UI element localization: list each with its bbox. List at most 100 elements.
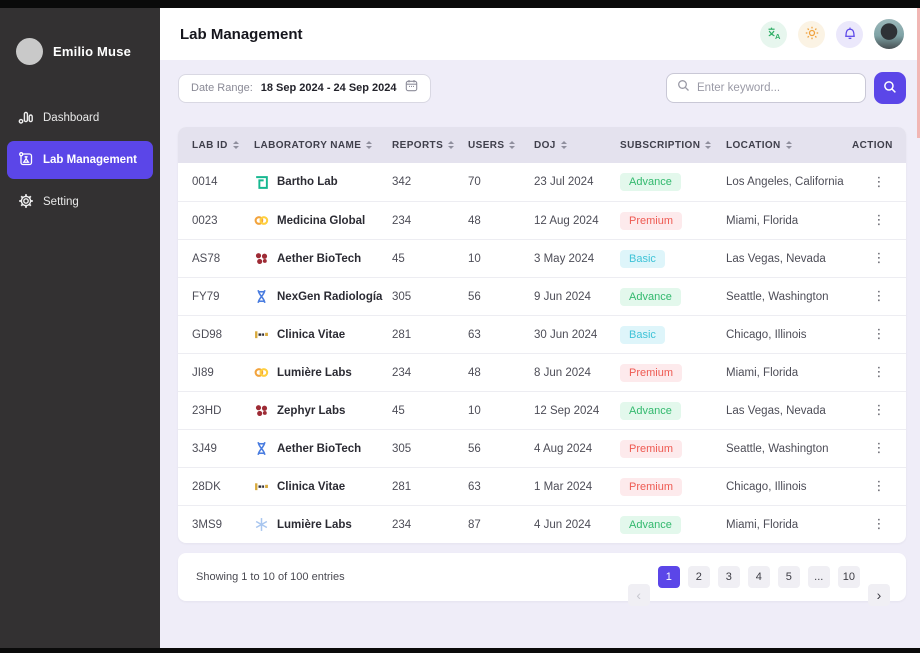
next-page-button[interactable]: › — [868, 584, 890, 606]
lab-id-cell: 0014 — [192, 176, 218, 188]
sort-icon[interactable] — [705, 141, 712, 149]
entries-summary: Showing 1 to 10 of 100 entries — [196, 571, 345, 583]
content-area: Date Range: 18 Sep 2024 - 24 Sep 2024 — [160, 60, 920, 648]
row-actions-button[interactable]: ⋮ — [867, 477, 892, 496]
row-actions-button[interactable]: ⋮ — [867, 363, 892, 382]
sort-icon[interactable] — [448, 141, 455, 149]
prev-page-button[interactable]: ‹ — [627, 584, 650, 606]
subscription-badge: Basic — [620, 249, 665, 268]
reports-cell: 234 — [392, 214, 412, 227]
subscription-cell: Advance — [620, 173, 726, 191]
table-row[interactable]: JI89 Lumière Labs 234 48 8 Jun 2024 Prem… — [178, 353, 906, 391]
user-avatar[interactable] — [874, 19, 904, 49]
translate-button[interactable]: A — [760, 20, 787, 48]
column-header-reports[interactable]: REPORTS — [392, 140, 468, 151]
page-button-5[interactable]: 5 — [777, 566, 800, 588]
subscription-badge: Premium — [620, 477, 683, 496]
doj-cell: 4 Jun 2024 — [534, 518, 591, 531]
row-actions-button[interactable]: ⋮ — [867, 439, 892, 458]
laboratory-name-cell: Lumière Labs — [254, 517, 392, 532]
sidebar-item-lab-management[interactable]: Lab Management — [7, 141, 153, 179]
page-button-10[interactable]: 10 — [837, 566, 860, 588]
table-row[interactable]: 28DK Clinica Vitae 281 63 1 Mar 2024 Pre… — [178, 467, 906, 505]
location-cell: Seattle, Washington — [726, 290, 829, 303]
doj-cell: 9 Jun 2024 — [534, 290, 591, 303]
location-cell: Miami, Florida — [726, 518, 799, 531]
light-mode-button[interactable] — [798, 20, 825, 48]
sort-icon[interactable] — [509, 141, 516, 149]
column-header-doj[interactable]: DOJ — [534, 140, 620, 151]
users-cell: 56 — [468, 442, 481, 455]
page-button-1[interactable]: 1 — [657, 566, 680, 588]
page-button-4[interactable]: 4 — [747, 566, 770, 588]
doj-cell: 23 Jul 2024 — [534, 176, 594, 188]
row-actions-button[interactable]: ⋮ — [867, 401, 892, 420]
users-cell: 10 — [468, 404, 481, 417]
lab-logo-icon — [254, 403, 269, 418]
table-body: 0014 Bartho Lab 342 70 23 Jul 2024 Advan… — [178, 163, 906, 543]
sort-icon[interactable] — [232, 141, 239, 149]
lab-logo-icon — [254, 365, 269, 380]
column-header-subscription[interactable]: SUBSCRIPTION — [620, 140, 726, 151]
subscription-badge: Basic — [620, 325, 665, 344]
sidebar-item-setting[interactable]: Setting — [0, 185, 160, 219]
column-header-laboratory-name[interactable]: LABORATORY NAME — [254, 140, 392, 151]
table-row[interactable]: AS78 Aether BioTech 45 10 3 May 2024 Bas… — [178, 239, 906, 277]
page-button-2[interactable]: 2 — [687, 566, 710, 588]
table-row[interactable]: GD98 Clinica Vitae 281 63 30 Jun 2024 Ba… — [178, 315, 906, 353]
action-cell: ⋮ — [852, 325, 906, 344]
row-actions-button[interactable]: ⋮ — [867, 249, 892, 268]
table-row[interactable]: 3MS9 Lumière Labs 234 87 4 Jun 2024 Adva… — [178, 505, 906, 543]
column-header-users[interactable]: USERS — [468, 140, 534, 151]
column-header-location[interactable]: LOCATION — [726, 140, 852, 151]
subscription-badge: Advance — [620, 401, 681, 420]
row-actions-button[interactable]: ⋮ — [867, 325, 892, 344]
search-input[interactable] — [697, 82, 855, 94]
doj-cell: 1 Mar 2024 — [534, 480, 593, 493]
column-label: LAB ID — [192, 139, 228, 151]
column-header-action: ACTION — [852, 140, 906, 151]
laboratory-name-cell: Clinica Vitae — [254, 479, 392, 494]
lab-id-cell: 0023 — [192, 214, 218, 227]
table-row[interactable]: 0014 Bartho Lab 342 70 23 Jul 2024 Advan… — [178, 163, 906, 201]
table-row[interactable]: 3J49 Aether BioTech 305 56 4 Aug 2024 Pr… — [178, 429, 906, 467]
cluster-logo-icon — [255, 253, 268, 264]
lab-id-cell: 3MS9 — [192, 518, 223, 531]
subscription-cell: Advance — [620, 515, 726, 534]
bell-icon — [843, 26, 857, 43]
sort-icon[interactable] — [560, 141, 567, 149]
column-label: REPORTS — [392, 139, 444, 151]
table-row[interactable]: 0023 Medicina Global 234 48 12 Aug 2024 … — [178, 201, 906, 239]
notifications-button[interactable] — [836, 20, 863, 48]
page-ellipsis[interactable]: ... — [807, 566, 830, 588]
row-actions-button[interactable]: ⋮ — [867, 287, 892, 306]
lab-table: LAB ID LABORATORY NAME REPORTS USERS DOJ SUBS… — [178, 127, 906, 543]
column-header-lab-id[interactable]: LAB ID — [192, 140, 254, 151]
laboratory-name-cell: Aether BioTech — [254, 441, 392, 456]
search-icon — [677, 79, 690, 97]
users-cell: 48 — [468, 214, 481, 227]
date-range-value: 18 Sep 2024 - 24 Sep 2024 — [260, 82, 397, 94]
row-actions-button[interactable]: ⋮ — [867, 211, 892, 230]
users-cell: 63 — [468, 328, 481, 341]
laboratory-name: Lumière Labs — [277, 366, 352, 379]
sidebar-item-dashboard[interactable]: Dashboard — [0, 101, 160, 135]
subscription-badge: Advance — [620, 515, 681, 534]
pagination: ‹ 1 2 3 4 5... 10 › — [627, 548, 890, 606]
sort-icon[interactable] — [366, 141, 373, 149]
row-actions-button[interactable]: ⋮ — [867, 515, 892, 534]
action-cell: ⋮ — [852, 287, 906, 306]
table-row[interactable]: 23HD Zephyr Labs 45 10 12 Sep 2024 Advan… — [178, 391, 906, 429]
lab-logo-icon — [254, 479, 269, 494]
date-range-picker[interactable]: Date Range: 18 Sep 2024 - 24 Sep 2024 — [178, 73, 431, 103]
search-button[interactable] — [874, 72, 906, 104]
users-cell: 87 — [468, 518, 481, 531]
table-row[interactable]: FY79 NexGen Radiología 305 56 9 Jun 2024… — [178, 277, 906, 315]
lab-logo-icon — [254, 289, 269, 304]
page-button-3[interactable]: 3 — [717, 566, 740, 588]
users-cell: 70 — [468, 176, 481, 188]
laboratory-name: Clinica Vitae — [277, 480, 346, 493]
reports-cell: 234 — [392, 366, 412, 379]
sort-icon[interactable] — [785, 141, 792, 149]
row-actions-button[interactable]: ⋮ — [867, 173, 892, 192]
